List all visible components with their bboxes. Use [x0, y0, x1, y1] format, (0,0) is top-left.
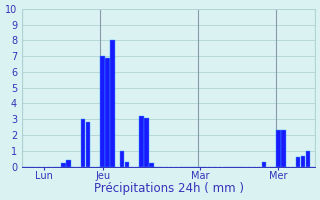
Bar — [105, 58, 110, 167]
Bar — [100, 56, 105, 167]
Bar — [262, 162, 266, 167]
Bar — [301, 156, 305, 167]
Bar — [281, 130, 285, 167]
Bar — [81, 119, 85, 167]
X-axis label: Précipitations 24h ( mm ): Précipitations 24h ( mm ) — [93, 182, 244, 195]
Bar — [144, 118, 149, 167]
Bar — [276, 130, 281, 167]
Bar — [125, 162, 129, 167]
Bar — [149, 163, 154, 167]
Bar — [306, 151, 310, 167]
Bar — [120, 151, 124, 167]
Bar — [110, 40, 115, 167]
Bar — [66, 160, 71, 167]
Bar — [86, 122, 90, 167]
Bar — [140, 116, 144, 167]
Bar — [296, 157, 300, 167]
Bar — [61, 163, 66, 167]
